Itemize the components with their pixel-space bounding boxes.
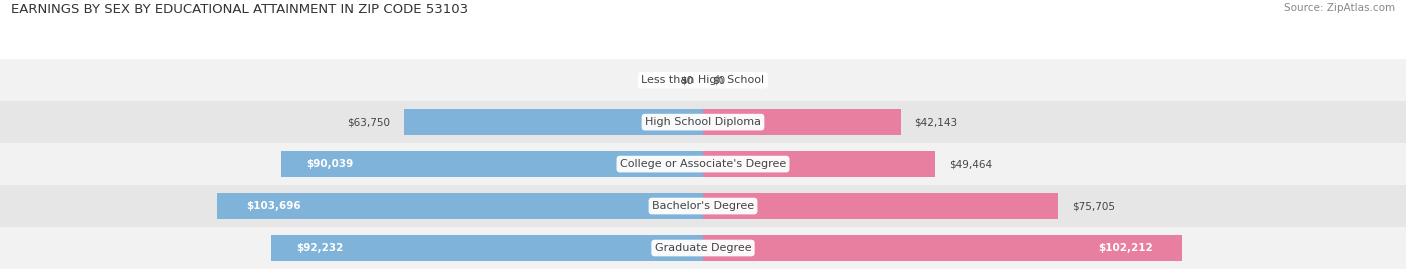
- Bar: [217, 193, 703, 219]
- Bar: [271, 235, 703, 261]
- Bar: [0, 185, 1406, 227]
- Text: $0: $0: [713, 75, 725, 85]
- Text: $103,696: $103,696: [246, 201, 301, 211]
- Bar: [0, 227, 1406, 269]
- Bar: [703, 235, 1182, 261]
- Bar: [0, 143, 1406, 185]
- Bar: [703, 151, 935, 177]
- Text: High School Diploma: High School Diploma: [645, 117, 761, 127]
- Bar: [405, 109, 703, 135]
- Text: $42,143: $42,143: [914, 117, 957, 127]
- Text: $102,212: $102,212: [1098, 243, 1153, 253]
- Text: Less than High School: Less than High School: [641, 75, 765, 85]
- Text: Graduate Degree: Graduate Degree: [655, 243, 751, 253]
- Text: Bachelor's Degree: Bachelor's Degree: [652, 201, 754, 211]
- Bar: [703, 193, 1057, 219]
- Text: College or Associate's Degree: College or Associate's Degree: [620, 159, 786, 169]
- Text: $92,232: $92,232: [297, 243, 344, 253]
- Text: Source: ZipAtlas.com: Source: ZipAtlas.com: [1284, 3, 1395, 13]
- Bar: [703, 109, 900, 135]
- Text: $49,464: $49,464: [949, 159, 993, 169]
- Text: $75,705: $75,705: [1071, 201, 1115, 211]
- Text: EARNINGS BY SEX BY EDUCATIONAL ATTAINMENT IN ZIP CODE 53103: EARNINGS BY SEX BY EDUCATIONAL ATTAINMEN…: [11, 3, 468, 16]
- Bar: [0, 101, 1406, 143]
- Text: $0: $0: [681, 75, 693, 85]
- Text: $90,039: $90,039: [307, 159, 353, 169]
- Bar: [281, 151, 703, 177]
- Text: $63,750: $63,750: [347, 117, 391, 127]
- Bar: [0, 59, 1406, 101]
